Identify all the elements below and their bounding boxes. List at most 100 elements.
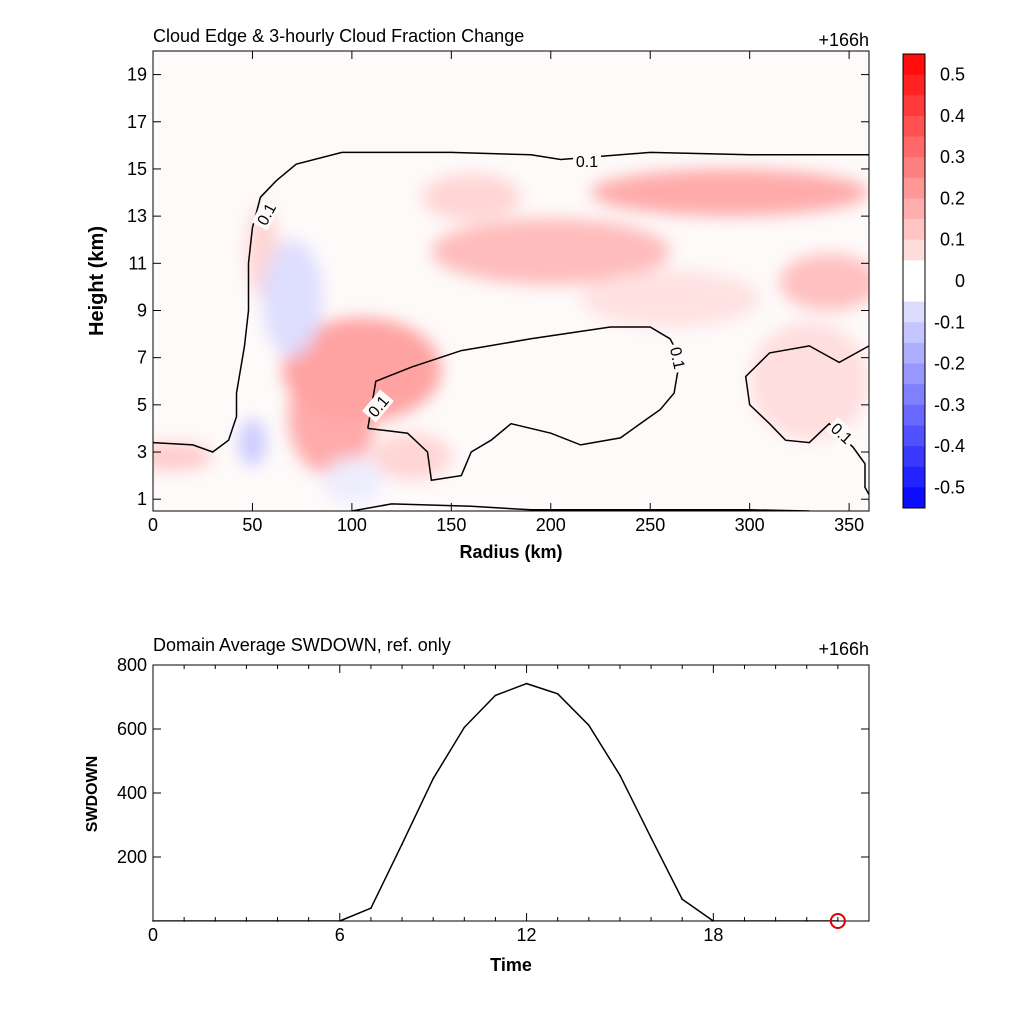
line-x-tick-label-1: 6 (335, 925, 345, 945)
swdown-point-15 (619, 774, 621, 777)
y-tick-label-5: 11 (128, 253, 147, 273)
swdown-point-3 (245, 920, 248, 922)
x-tick-label-6: 300 (735, 515, 765, 535)
colorbar: 0.5 0.4 0.3 0.2 0.1 0 -0.1 -0.2 -0.3 -0.4 -0.5 (902, 53, 965, 509)
anomaly-blob-1 (288, 357, 376, 476)
colorbar-cell-12 (903, 301, 925, 323)
y-tick-label-3: 7 (137, 348, 147, 368)
colorbar-label-0: 0.5 (940, 65, 965, 85)
x-tick-label-5: 250 (635, 515, 665, 535)
colorbar-label-6: -0.1 (934, 312, 965, 332)
swdown-point-8 (401, 843, 403, 845)
colorbar-cell-18 (903, 425, 925, 447)
line-chart-panel: Domain Average SWDOWN, ref. only +166h 0… (84, 635, 870, 975)
x-tick-label-2: 100 (337, 515, 367, 535)
swdown-point-0 (152, 920, 154, 922)
anomaly-blob-8 (153, 442, 213, 471)
heatmap-title: Cloud Edge & 3-hourly Cloud Fraction Cha… (153, 26, 524, 46)
colorbar-cell-9 (903, 239, 925, 261)
heatmap-x-axis: 0 50 100 150 200 250 300 350 (148, 51, 864, 535)
line-y-tick-label-0: 200 (117, 847, 147, 867)
contour-label-bg-1 (251, 197, 281, 231)
anomaly-blob-5 (779, 253, 869, 311)
swdown-series-line (153, 682, 838, 921)
swdown-point-7 (370, 907, 372, 909)
colorbar-cell-7 (903, 198, 925, 220)
colorbar-label-8: -0.3 (934, 395, 965, 415)
anomaly-blob-3 (590, 168, 869, 217)
colorbar-cell-10 (903, 260, 925, 282)
swdown-point-10 (463, 726, 466, 729)
line-x-tick-label-3: 18 (703, 925, 723, 945)
colorbar-label-10: -0.5 (934, 477, 965, 497)
colorbar-cell-21 (903, 487, 925, 509)
line-x-tick-label-0: 0 (148, 925, 158, 945)
line-chart-y-axis-label: SWDOWN (84, 756, 101, 832)
swdown-point-16 (650, 837, 652, 839)
swdown-point-21 (805, 920, 808, 922)
anomaly-blob-7 (580, 270, 760, 328)
colorbar-cell-16 (903, 384, 925, 406)
swdown-point-6 (338, 920, 341, 922)
heatmap-x-axis-label: Radius (km) (459, 542, 562, 562)
colorbar-cell-4 (903, 136, 925, 158)
swdown-point-1 (183, 920, 185, 922)
colorbar-cell-2 (903, 95, 925, 117)
swdown-point-4 (276, 920, 279, 922)
contour-label-bg-4 (825, 416, 859, 450)
colorbar-label-1: 0.4 (940, 106, 965, 126)
contour-label-bg-3 (666, 342, 690, 374)
colorbar-cell-11 (903, 281, 925, 303)
colorbar-label-5: 0 (955, 271, 965, 291)
heatmap-frame (152, 50, 870, 512)
colorbar-label-2: 0.3 (940, 147, 965, 167)
y-tick-label-4: 9 (137, 300, 147, 320)
swdown-point-5 (307, 920, 310, 922)
y-tick-label-1: 3 (137, 442, 147, 462)
colorbar-label-9: -0.4 (934, 436, 965, 456)
contour-label-bg-0 (573, 152, 601, 170)
contour-line-2 (744, 345, 869, 495)
colorbar-cell-20 (903, 466, 925, 488)
line-x-tick-label-2: 12 (517, 925, 537, 945)
contour-label-bg-2 (362, 389, 394, 423)
contour-line-0 (153, 151, 869, 453)
swdown-point-2 (214, 920, 217, 922)
colorbar-cell-15 (903, 363, 925, 385)
anomaly-blob-9 (371, 433, 452, 481)
y-tick-label-6: 13 (127, 206, 147, 226)
colorbar-labels: 0.5 0.4 0.3 0.2 0.1 0 -0.1 -0.2 -0.3 -0.4 -0.5 (934, 65, 965, 498)
x-tick-label-7: 350 (834, 515, 864, 535)
line-chart-x-axis: 0 6 12 18 (148, 665, 870, 945)
colorbar-cell-14 (903, 342, 925, 365)
colorbar-cell-0 (903, 54, 925, 76)
colorbar-label-4: 0.1 (940, 230, 965, 250)
line-y-tick-label-2: 600 (117, 719, 147, 739)
anomaly-blob-12 (238, 419, 267, 467)
anomaly-blob-11 (262, 239, 323, 358)
heatmap-y-axis-label: Height (km) (86, 226, 108, 336)
colorbar-cell-8 (903, 219, 925, 241)
anomaly-blob-2 (431, 218, 671, 285)
swdown-point-14 (588, 724, 590, 726)
x-tick-label-0: 0 (148, 515, 158, 535)
colorbar-cell-6 (903, 177, 925, 199)
colorbar-cell-17 (903, 404, 925, 426)
heatmap-panel: Cloud Edge & 3-hourly Cloud Fraction Cha… (86, 26, 870, 562)
current-time-marker (829, 913, 846, 929)
contour-line-1 (367, 326, 681, 482)
y-tick-label-2: 5 (137, 395, 147, 415)
colorbar-cell-1 (903, 74, 925, 96)
colorbar-label-7: -0.2 (934, 354, 965, 374)
colorbar-cell-3 (903, 115, 925, 138)
anomaly-blob-4 (421, 173, 521, 221)
y-tick-label-8: 17 (127, 112, 147, 132)
colorbar-cell-19 (903, 446, 925, 468)
colorbar-label-3: 0.2 (940, 188, 965, 208)
line-chart-x-axis-label: Time (490, 955, 532, 975)
y-tick-label-0: 1 (137, 489, 147, 509)
x-tick-label-3: 150 (436, 515, 466, 535)
swdown-point-12 (525, 682, 528, 685)
contour-label-3: 0.1 (666, 346, 687, 371)
